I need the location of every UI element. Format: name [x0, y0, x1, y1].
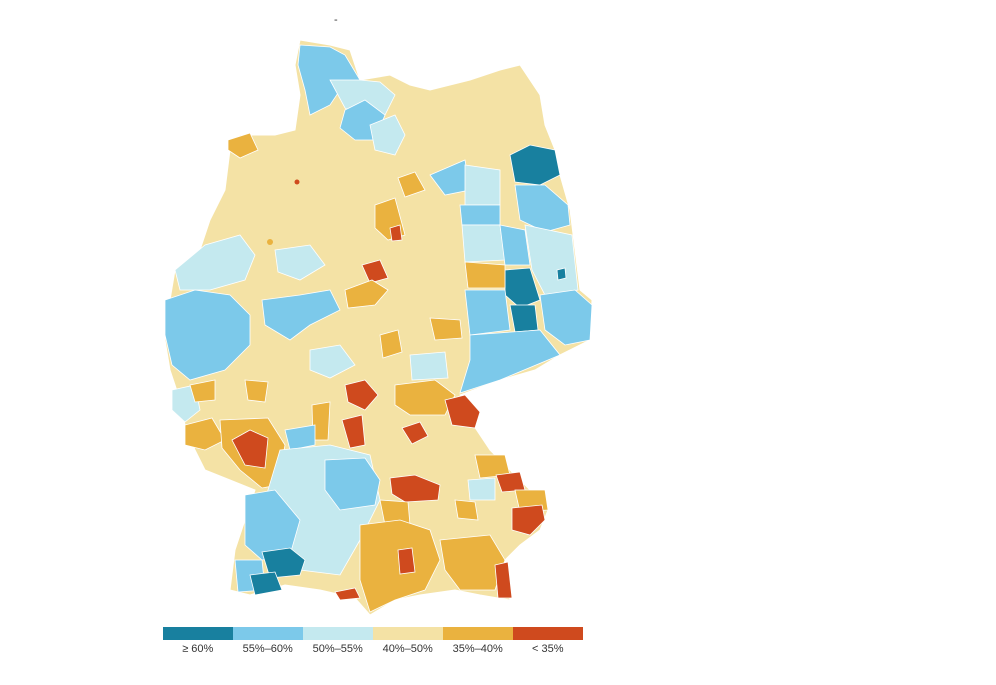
region-w-1[interactable] [174, 234, 256, 291]
legend-item-lt35: < 35% [513, 627, 583, 655]
region-w-3[interactable] [261, 289, 341, 341]
region-sh-4[interactable] [369, 114, 406, 156]
region-c-3[interactable] [409, 351, 449, 381]
legend-label-40-50: 40%–50% [382, 643, 433, 655]
legend-swatch-35-40 [443, 627, 513, 640]
region-sh-1[interactable] [297, 44, 361, 116]
legend-item-40-50: 40%–50% [373, 627, 443, 655]
region-east-10[interactable] [509, 304, 539, 333]
legend-swatch-50-55 [303, 627, 373, 640]
region-cn-5[interactable] [344, 279, 389, 309]
region-east-15[interactable] [556, 267, 567, 281]
region-east-1[interactable] [509, 144, 561, 186]
legend-label-lt35: < 35% [532, 643, 564, 655]
region-east-2[interactable] [514, 184, 571, 233]
header-mark: - [334, 14, 338, 26]
legend: ≥ 60% 55%–60% 50%–55% 40%–50% 35%–40% < … [163, 627, 583, 655]
region-by-12[interactable] [334, 587, 361, 601]
legend-item-35-40: 35%–40% [443, 627, 513, 655]
region-east-13[interactable] [464, 289, 511, 336]
legend-label-50-55: 50%–55% [312, 643, 363, 655]
region-small-1[interactable] [294, 179, 300, 185]
region-w-4[interactable] [274, 244, 326, 281]
region-c-6[interactable] [444, 394, 481, 429]
region-east-6[interactable] [461, 224, 506, 263]
legend-swatch-40-50 [373, 627, 443, 640]
region-by-1[interactable] [389, 474, 441, 503]
legend-label-35-40: 35%–40% [452, 643, 503, 655]
region-east-14[interactable] [459, 329, 561, 394]
region-sw-1[interactable] [184, 417, 226, 451]
region-c-10[interactable] [189, 379, 216, 403]
region-by-13[interactable] [454, 499, 479, 521]
legend-item-ge60: ≥ 60% [163, 627, 233, 655]
region-w-5[interactable] [309, 344, 356, 379]
region-by-4[interactable] [467, 477, 496, 501]
region-east-7[interactable] [499, 224, 531, 266]
legend-swatch-ge60 [163, 627, 233, 640]
legend-swatch-lt35 [513, 627, 583, 640]
region-c-11[interactable] [244, 379, 269, 403]
legend-item-55-60: 55%–60% [233, 627, 303, 655]
region-by-11[interactable] [494, 561, 513, 599]
region-sw-3[interactable] [231, 429, 269, 469]
region-cn-1[interactable] [397, 171, 426, 198]
legend-row: ≥ 60% 55%–60% 50%–55% 40%–50% 35%–40% < … [163, 627, 583, 655]
region-cn-3[interactable] [389, 224, 403, 242]
region-by-7[interactable] [511, 504, 546, 536]
region-c-5[interactable] [394, 379, 456, 416]
region-east-4[interactable] [464, 164, 501, 206]
region-c-7[interactable] [401, 421, 429, 445]
legend-label-ge60: ≥ 60% [182, 643, 214, 655]
region-bw-2[interactable] [324, 457, 381, 511]
legend-item-50-55: 50%–55% [303, 627, 373, 655]
region-cn-4[interactable] [361, 259, 389, 284]
region-east-12[interactable] [464, 261, 506, 289]
region-nw-1[interactable] [227, 132, 259, 159]
region-sw-4[interactable] [284, 424, 316, 451]
region-by-10[interactable] [439, 534, 506, 591]
region-east-11[interactable] [539, 289, 593, 346]
region-small-2[interactable] [267, 239, 273, 245]
region-c-1[interactable] [379, 329, 403, 359]
region-w-2[interactable] [164, 289, 251, 381]
region-bw-6[interactable] [249, 571, 283, 596]
region-c-2[interactable] [429, 317, 463, 341]
region-by-9[interactable] [397, 547, 416, 575]
region-c-4[interactable] [344, 379, 379, 411]
legend-label-55-60: 55%–60% [242, 643, 293, 655]
region-east-5[interactable] [459, 204, 501, 226]
region-c-8[interactable] [341, 414, 366, 449]
legend-swatch-55-60 [233, 627, 303, 640]
